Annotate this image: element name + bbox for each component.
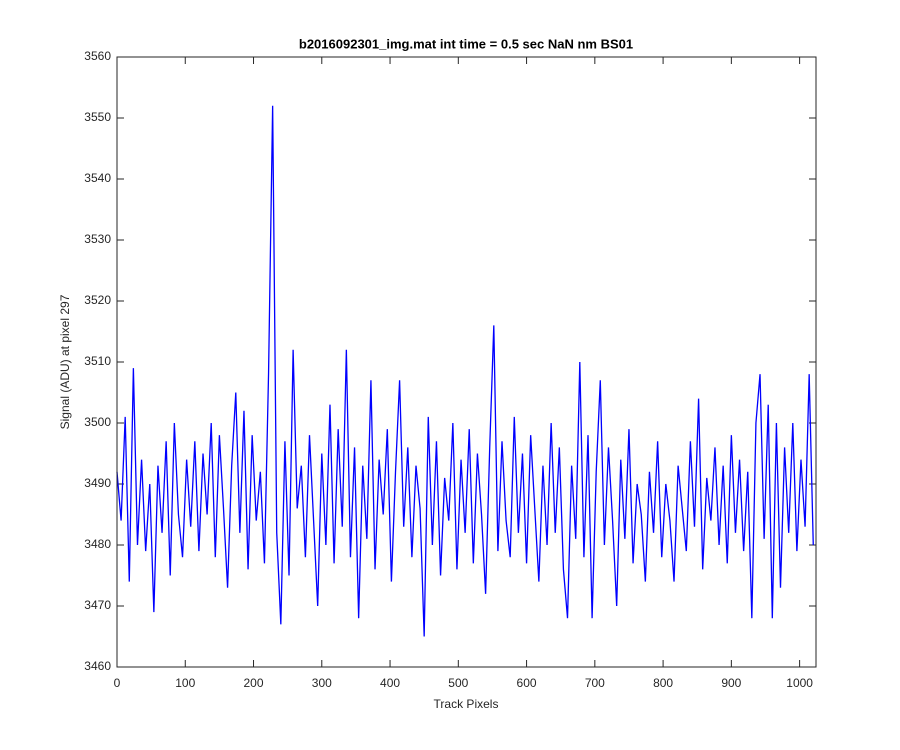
y-tick-label: 3470 <box>84 598 111 612</box>
y-tick-label: 3530 <box>84 232 111 246</box>
y-tick-label: 3490 <box>84 476 111 490</box>
x-tick-label: 100 <box>175 676 195 690</box>
y-tick-label: 3540 <box>84 171 111 185</box>
x-axis-label: Track Pixels <box>434 697 499 711</box>
chart-title: b2016092301_img.mat int time = 0.5 sec N… <box>299 36 633 51</box>
y-tick-label: 3480 <box>84 537 111 551</box>
x-tick-label: 400 <box>380 676 400 690</box>
data-line <box>116 105 814 637</box>
x-tick-label: 800 <box>653 676 673 690</box>
x-tick-label: 900 <box>721 676 741 690</box>
x-tick-label: 200 <box>244 676 264 690</box>
y-tick-label: 3500 <box>84 415 111 429</box>
y-tick-label: 3510 <box>84 354 111 368</box>
x-tick-label: 700 <box>585 676 605 690</box>
y-tick-label: 3560 <box>84 49 111 63</box>
x-tick-label: 0 <box>114 676 121 690</box>
y-tick-label: 3550 <box>84 110 111 124</box>
x-tick-label: 1000 <box>786 676 813 690</box>
y-tick-label: 3460 <box>84 659 111 673</box>
x-tick-label: 600 <box>517 676 537 690</box>
x-tick-label: 300 <box>312 676 332 690</box>
y-tick-label: 3520 <box>84 293 111 307</box>
x-tick-label: 500 <box>448 676 468 690</box>
y-axis-label: Signal (ADU) at pixel 297 <box>58 294 72 429</box>
plot-frame <box>116 56 817 668</box>
